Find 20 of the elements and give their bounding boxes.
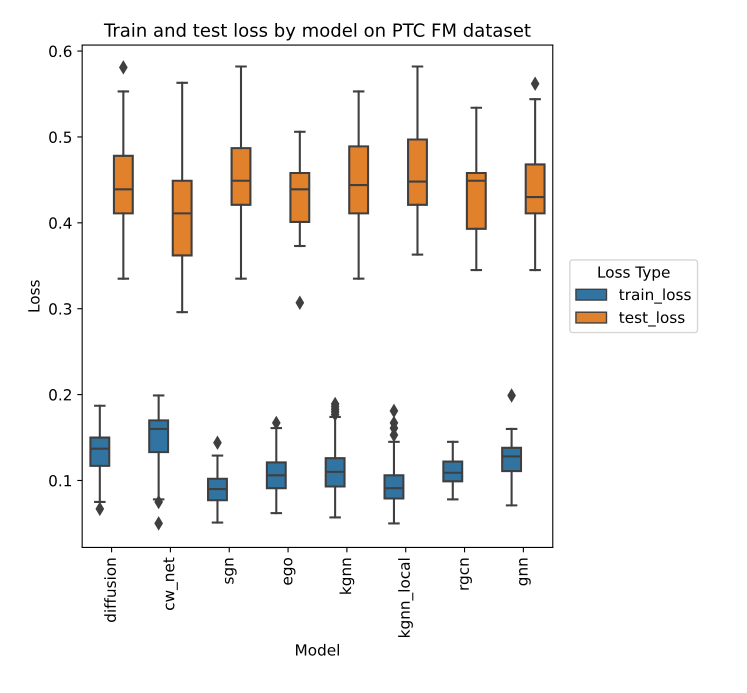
y-tick-label: 0.6 [49, 46, 72, 58]
x-tick-label: gnn [519, 558, 531, 586]
chart-title: Train and test loss by model on PTC FM dataset [104, 22, 531, 40]
x-tick-label: kgnn [339, 558, 354, 594]
y-tick-label: 0.2 [49, 389, 71, 401]
legend-label: train_loss [619, 288, 691, 304]
x-tick-label: rgcn [460, 558, 472, 590]
x-tick-label: sgn [224, 558, 237, 584]
x-tick-label: diffusion [104, 558, 116, 622]
x-tick-label: cw_net [163, 558, 178, 610]
y-tick-label: 0.3 [49, 303, 72, 315]
legend-title: Loss Type [598, 266, 670, 281]
y-tick-label: 0.4 [49, 217, 72, 229]
x-tick-label: kgnn_local [398, 558, 414, 637]
legend-label: test_loss [619, 311, 684, 326]
y-tick-label: 0.1 [49, 474, 72, 486]
x-tick-label: ego [284, 558, 296, 585]
y-tick-label: 0.5 [49, 131, 72, 143]
y-axis-title: Loss [28, 280, 40, 312]
x-axis-title: Model [296, 644, 339, 656]
